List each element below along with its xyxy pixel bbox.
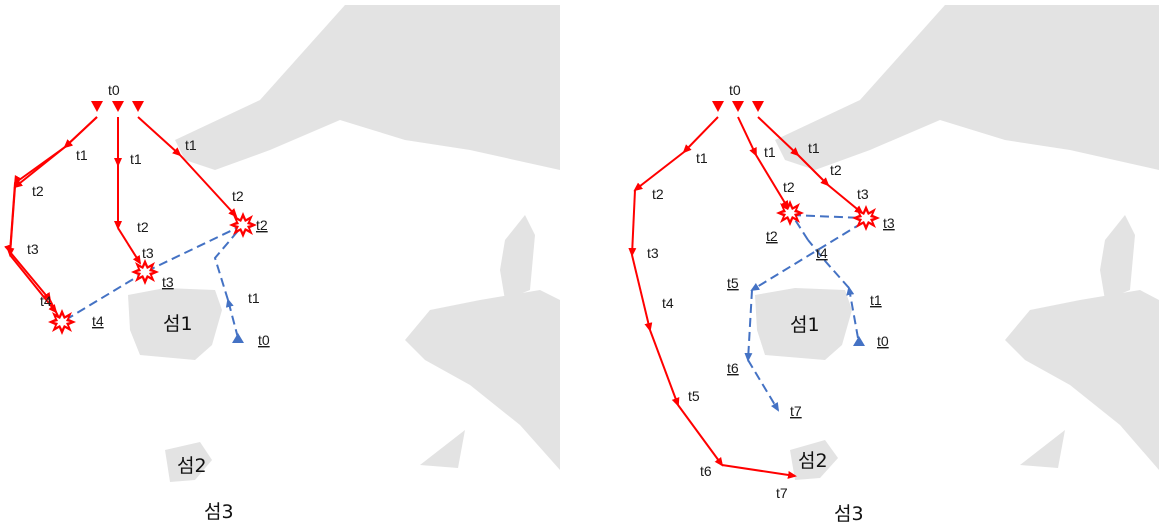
blue-label: t4 <box>92 313 104 329</box>
blue-label: t6 <box>727 360 739 376</box>
island-label: 섬3 <box>834 503 864 525</box>
red-label: t1 <box>764 144 776 160</box>
red-label: t2 <box>137 219 149 235</box>
red-label: t3 <box>857 186 869 202</box>
blue-label: t5 <box>727 275 739 291</box>
red-label: t2 <box>32 183 44 199</box>
red-label: t1 <box>130 151 142 167</box>
red-start-label: t0 <box>729 82 741 98</box>
red-label: t2 <box>232 188 244 204</box>
red-label: t5 <box>688 388 700 404</box>
mainland-top <box>175 5 560 170</box>
island-label: 섬3 <box>204 501 234 523</box>
small-island-east <box>1020 430 1065 468</box>
red-label: t3 <box>647 245 659 261</box>
blue-label: t7 <box>790 403 802 419</box>
island-2 <box>165 442 212 482</box>
red-label: t1 <box>696 150 708 166</box>
red-label: t3 <box>27 241 39 257</box>
red-unit-marker <box>712 101 724 112</box>
red-label: t6 <box>700 463 712 479</box>
red-label: t2 <box>783 179 795 195</box>
mainland-top <box>775 5 1159 170</box>
red-start-label: t0 <box>108 82 120 98</box>
red-label: t4 <box>662 295 674 311</box>
mainland-bottom <box>405 290 560 470</box>
red-label: t7 <box>776 485 788 501</box>
island-2 <box>790 440 838 480</box>
blue-label: t1 <box>870 292 882 308</box>
red-unit-marker <box>91 101 103 112</box>
right-panel: t0 t1 t2 t3 t4 t5 t6 t7 t1 t2 t1 t2 t3 t… <box>628 5 1159 525</box>
red-label: t1 <box>808 140 820 156</box>
east-island <box>1100 215 1135 300</box>
left-panel: t0 t1 t2 t3 t4 t1 t2 t3 t1 t2 t0 t1 t2 t… <box>4 5 560 523</box>
red-label: t1 <box>185 137 197 153</box>
red-label: t2 <box>830 162 842 178</box>
blue-unit-marker <box>232 333 244 343</box>
blue-label: t0 <box>258 332 270 348</box>
blue-label: t4 <box>816 245 828 261</box>
island-label: 섬2 <box>177 455 207 477</box>
red-label: t4 <box>40 293 52 309</box>
blue-label: t0 <box>877 333 889 349</box>
small-island-east <box>420 430 465 468</box>
engagement-burst <box>776 200 804 226</box>
engagement-burst <box>229 212 257 238</box>
island-label: 섬1 <box>790 314 820 336</box>
blue-label: t3 <box>883 215 895 231</box>
red-unit-marker <box>112 101 124 112</box>
blue-label: t1 <box>248 290 260 306</box>
mainland-bottom <box>1005 290 1159 470</box>
island-label: 섬1 <box>163 313 193 335</box>
blue-label: t3 <box>162 274 174 290</box>
red-label: t1 <box>76 147 88 163</box>
blue-label: t2 <box>766 228 778 244</box>
red-unit-marker <box>732 101 744 112</box>
island-1 <box>128 288 222 360</box>
blue-unit-marker <box>853 336 865 346</box>
red-unit-marker <box>752 101 764 112</box>
engagement-burst <box>131 259 159 285</box>
east-island <box>500 215 535 300</box>
red-label: t2 <box>652 186 664 202</box>
island-label: 섬2 <box>798 450 828 472</box>
blue-label: t2 <box>256 217 268 233</box>
engagement-burst <box>48 309 76 335</box>
red-label: t3 <box>142 245 154 261</box>
island-1 <box>755 288 852 360</box>
red-unit-marker <box>132 101 144 112</box>
